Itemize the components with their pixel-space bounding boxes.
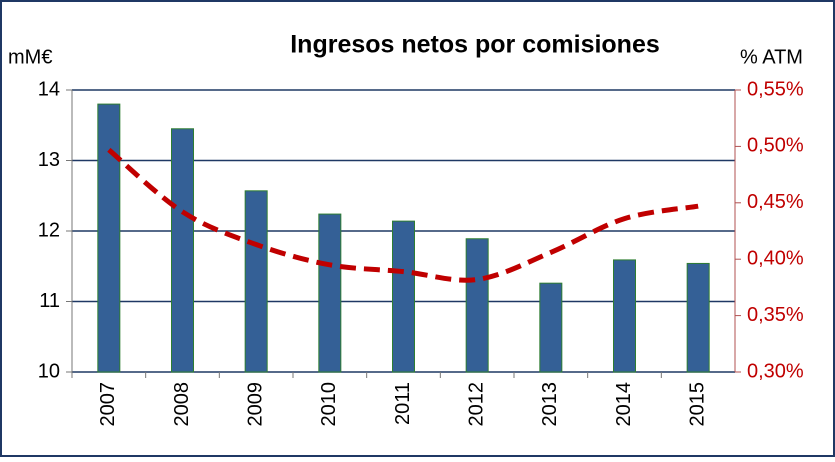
y2-tick-label: 0,30% [747,360,804,382]
x-tick-label: 2009 [244,382,266,427]
bar [613,259,636,373]
x-tick-label: 2013 [539,382,561,427]
x-tick-label: 2008 [171,382,193,427]
x-tick-label: 2010 [318,382,340,427]
y2-tick-label: 0,45% [747,191,804,213]
bar [97,103,121,373]
x-tick-label: 2011 [392,382,414,425]
bar [244,190,268,373]
bar [686,262,710,373]
x-tick-label: 2007 [97,382,119,427]
x-tick-label: 2014 [613,382,635,427]
y2-tick-label: 0,55% [747,78,804,100]
y-tick-label: 11 [39,290,60,312]
y-tick-label: 13 [38,149,60,171]
bar [392,220,415,373]
bar [465,238,489,373]
line [107,147,699,283]
y-tick-label: 12 [38,219,60,241]
chart-title: Ingresos netos por comisiones [290,31,660,59]
x-tick-label: 2015 [686,382,708,427]
y2-tick-label: 0,40% [747,247,804,269]
y-axis-label: mM€ [8,46,52,68]
y-tick-label: 10 [38,360,60,382]
y2-tick-label: 0,50% [747,135,804,157]
bar [318,213,342,373]
x-tick-label: 2012 [465,382,487,427]
y2-axis-label: % ATM [740,46,803,68]
bar [171,128,194,373]
y-tick-label: 14 [38,78,60,100]
y2-tick-label: 0,35% [747,304,804,326]
bar [539,282,563,373]
